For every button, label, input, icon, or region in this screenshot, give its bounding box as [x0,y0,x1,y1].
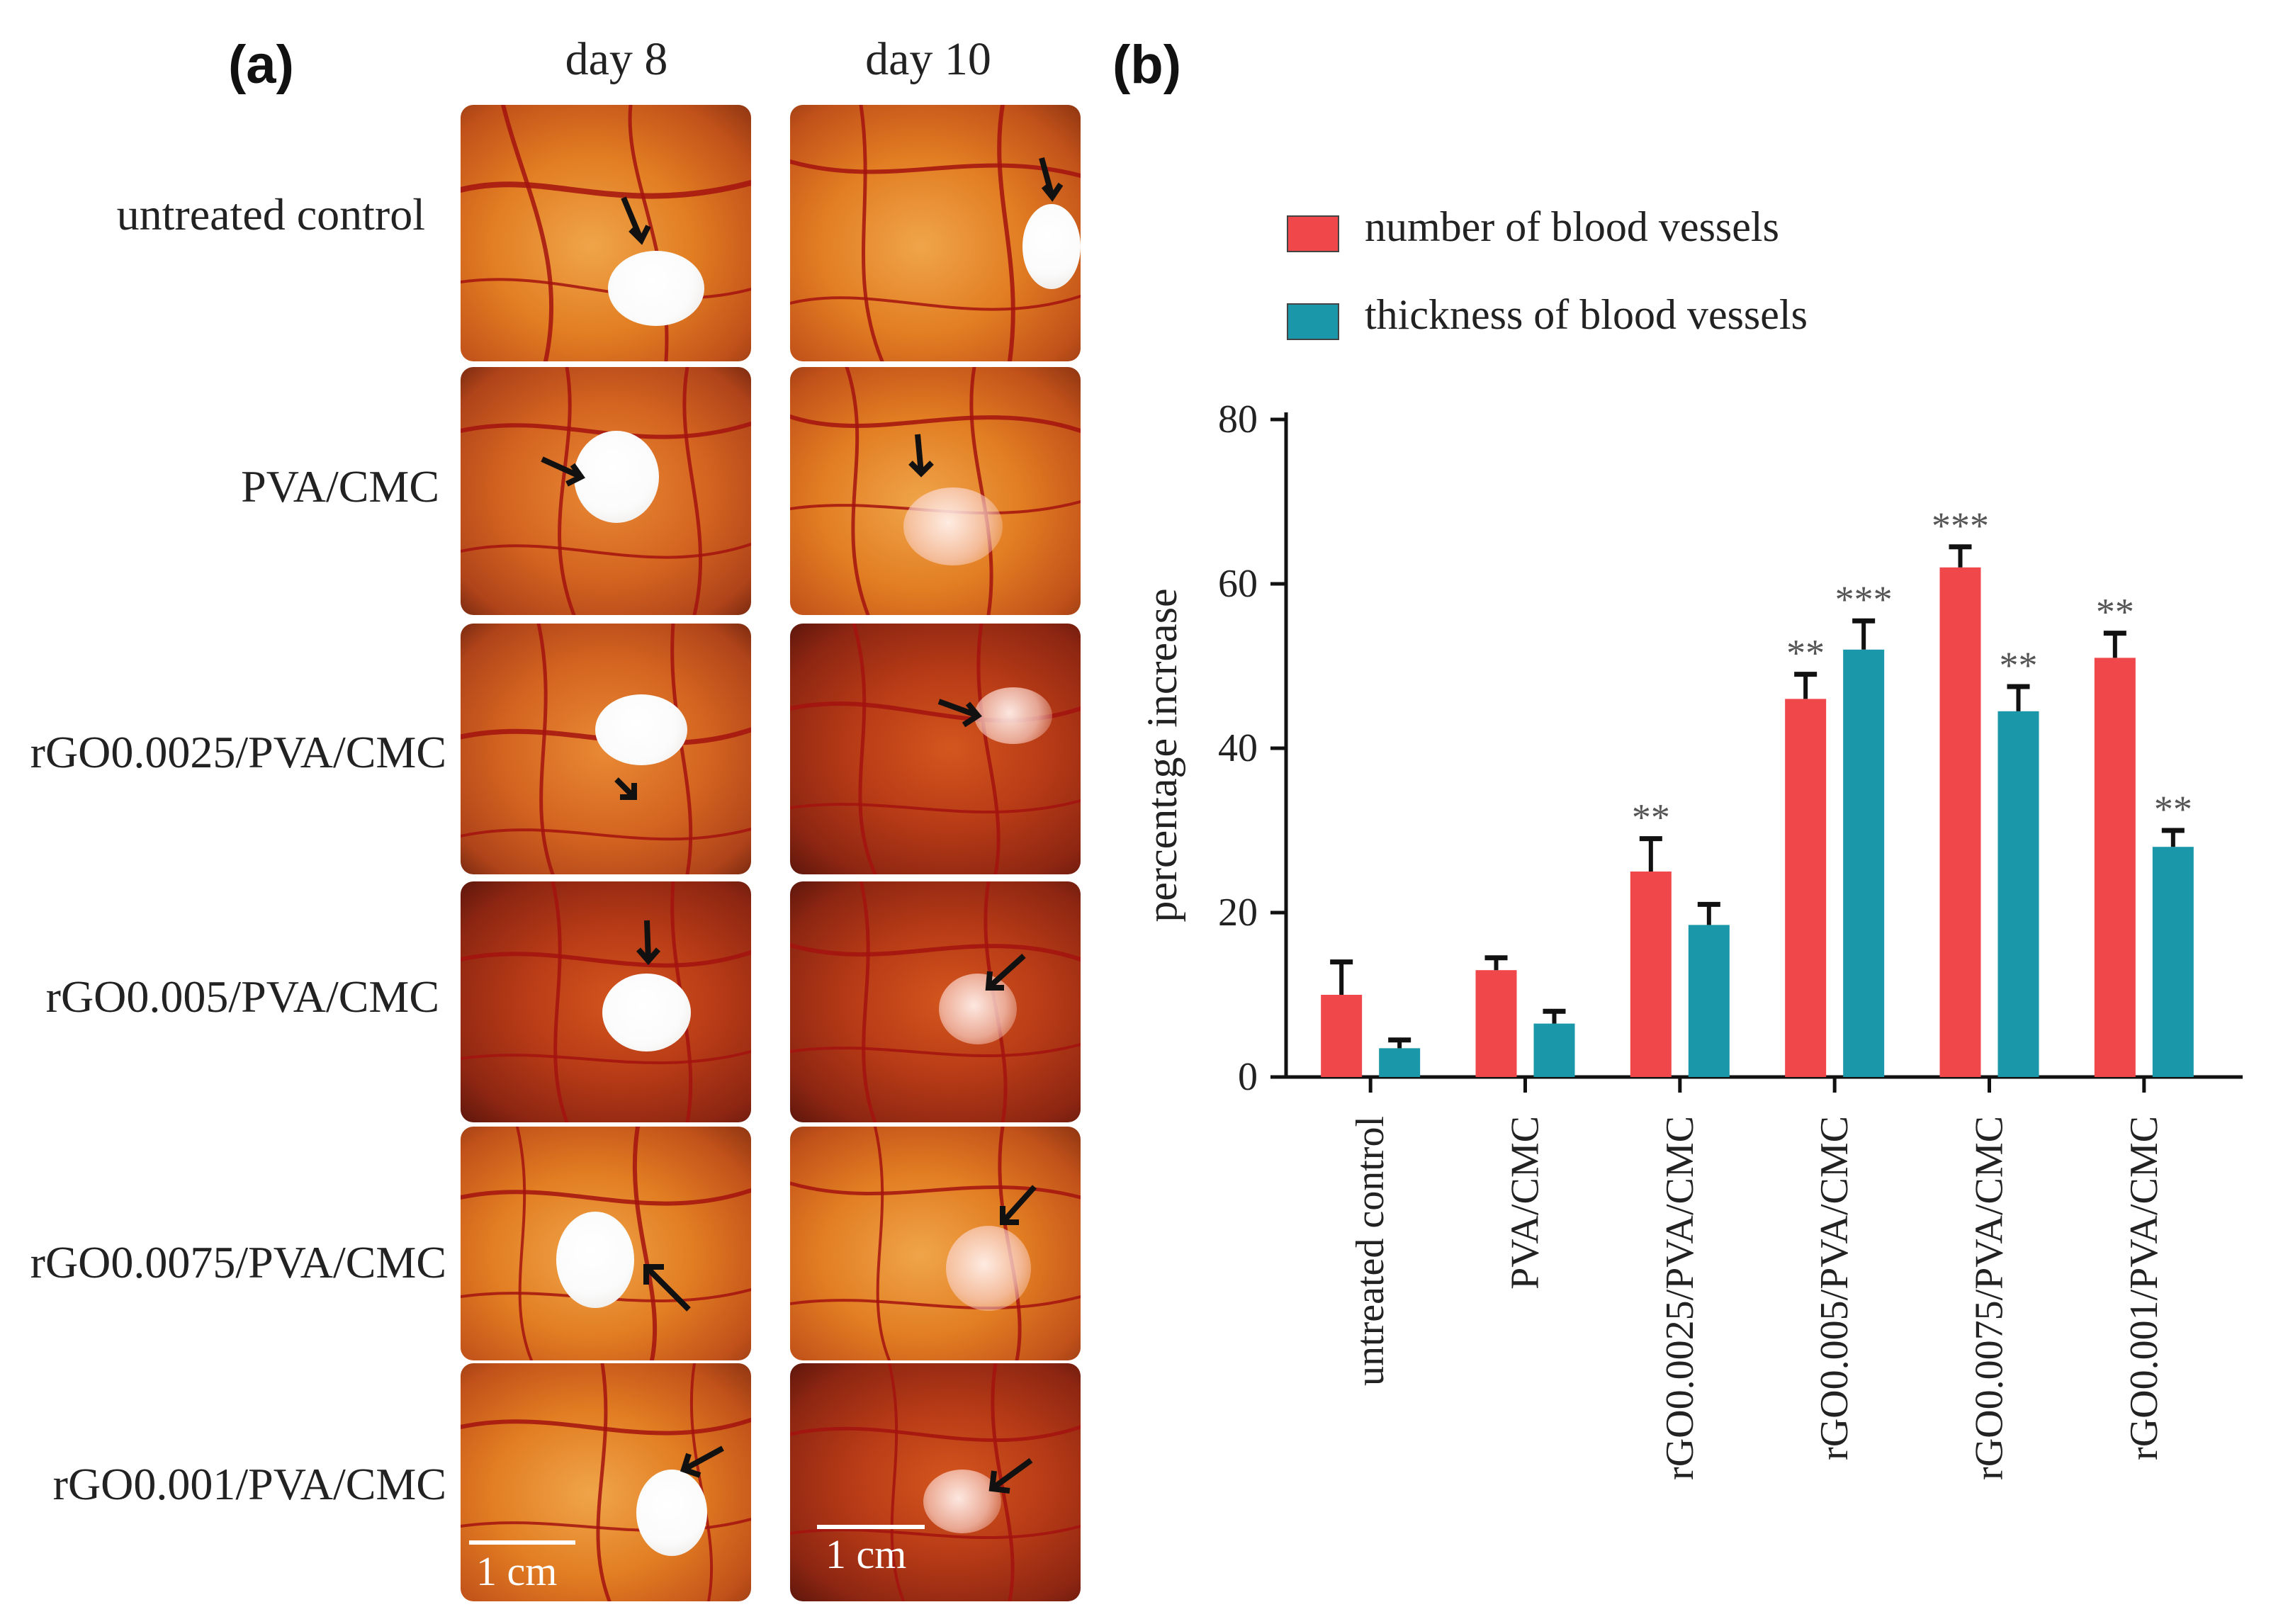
significance-number-3: ** [1786,632,1825,675]
photo-rgo0.0025-day8 [461,624,751,874]
y-tick-label: 20 [1218,891,1258,935]
bar-number-3 [1785,699,1827,1077]
bar-number-4 [1939,567,1981,1077]
x-category-label-1: PVA/CMC [1504,1116,1548,1290]
significance-thickness-3: *** [1835,578,1893,621]
row-label-rgo0.0075: rGO0.0075/PVA/CMC [30,1237,446,1287]
bar-thickness-5 [2152,847,2194,1077]
column-header-day8: day 8 [565,33,668,85]
y-tick-label: 0 [1238,1055,1258,1099]
significance-number-4: *** [1932,504,1989,547]
bar-thickness-4 [1997,711,2039,1077]
column-header-day10: day 10 [865,33,991,85]
panel-a-letter: (a) [228,35,294,95]
bar-chart: 0 20 40 60 80 percentage increase untreated co… [1139,397,2243,1480]
bar-number-5 [2094,658,2136,1077]
scale-label-day10: 1 cm [825,1531,907,1577]
bar-thickness-0 [1379,1048,1421,1077]
y-axis-title: percentage increase [1139,588,1185,922]
photo-pva-day8 [461,367,751,615]
y-tick-label: 80 [1218,397,1258,441]
bar-number-0 [1321,995,1363,1077]
y-tick-label: 40 [1218,726,1258,770]
row-label-rgo0.001: rGO0.001/PVA/CMC [52,1459,446,1509]
row-label-pva-cmc: PVA/CMC [241,461,439,512]
x-category-label-5: rGO0.001/PVA/CMC [2122,1116,2166,1460]
panel-b-letter: (b) [1112,35,1182,95]
significance-thickness-4: ** [2000,644,2038,687]
scalebar-day8 [469,1540,575,1545]
photo-rgo0.005-day10 [790,881,1081,1122]
bar-number-1 [1475,970,1517,1077]
significance-number-5: ** [2096,591,2134,633]
x-category-label-0: untreated control [1348,1116,1392,1386]
x-category-label-4: rGO0.0075/PVA/CMC [1968,1116,2012,1480]
legend-label-number: number of blood vessels [1365,203,1779,250]
significance-thickness-5: ** [2154,788,2192,830]
row-label-untreated-control: untreated control [116,189,425,239]
x-category-label-2: rGO0.0025/PVA/CMC [1658,1116,1702,1480]
x-category-label-3: rGO0.005/PVA/CMC [1813,1116,1856,1460]
photo-rgo0.0075-day8 [461,1127,751,1360]
y-tick-label: 60 [1218,562,1258,606]
bar-thickness-2 [1688,925,1730,1077]
row-label-rgo0.0025: rGO0.0025/PVA/CMC [30,727,446,777]
bar-thickness-1 [1533,1023,1575,1077]
legend-label-thickness: thickness of blood vessels [1365,291,1808,338]
photo-rgo0.001-day10: 1 cm [790,1363,1081,1601]
scalebar-day10 [817,1525,925,1529]
photo-rgo0.0025-day10 [790,624,1081,874]
photo-pva-day10 [790,367,1081,615]
legend-swatch-number [1287,215,1339,252]
significance-number-2: ** [1632,796,1670,839]
photo-rgo0.005-day8 [461,881,751,1122]
photo-untreated-day10 [790,105,1081,361]
photo-rgo0.0075-day10 [790,1127,1081,1360]
legend-swatch-thickness [1287,303,1339,340]
photo-rgo0.001-day8: 1 cm [461,1363,751,1601]
scale-label-day8: 1 cm [476,1548,558,1594]
row-label-rgo0.005: rGO0.005/PVA/CMC [45,971,439,1022]
bar-number-2 [1630,872,1672,1077]
photo-untreated-day8 [461,105,751,361]
bar-thickness-3 [1843,649,1885,1077]
